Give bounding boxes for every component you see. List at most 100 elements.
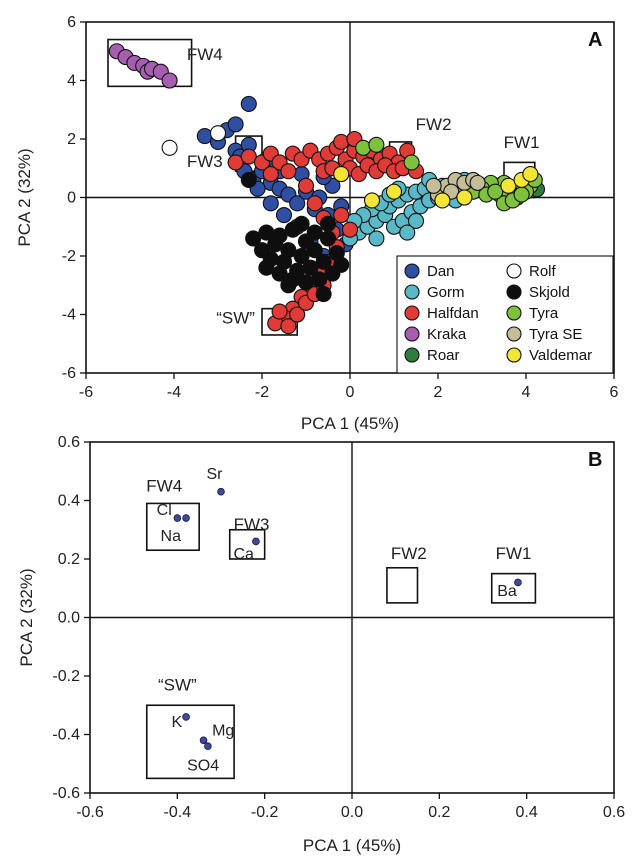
legend-label-gorm: Gorm [427, 284, 465, 301]
legend-label-tyra-se: Tyra SE [529, 326, 582, 343]
x-tick-label: 0.6 [603, 804, 625, 821]
legend-swatch-roar [404, 347, 420, 363]
x-tick-label: -0.2 [251, 804, 279, 821]
point-valdemar [500, 177, 517, 194]
point-valdemar [363, 192, 381, 209]
legend-box [396, 255, 614, 374]
panel-a-ylabel: PCA 2 (32%) [15, 148, 34, 246]
point-skjold [315, 253, 332, 270]
y-tick-label: -2 [62, 248, 76, 265]
point-dan [262, 195, 279, 212]
point-skjold [311, 271, 328, 288]
x-tick-label: -2 [255, 384, 269, 401]
legend-label-rolf: Rolf [529, 263, 557, 280]
point-skjold [306, 224, 323, 241]
point-skjold [258, 259, 275, 276]
loading-label-na: Na [161, 528, 182, 545]
point-halfdan [341, 221, 359, 238]
panel-a-legend: Dan Gorm Halfdan Kraka Roar Rolf Skjold Tyra Tyr… [396, 255, 614, 374]
point-tyra-se [469, 174, 486, 191]
x-tick-label: -6 [79, 384, 93, 401]
point-halfdan [333, 133, 350, 150]
legend-label-halfdan: Halfdan [427, 305, 479, 322]
loading-point-na [182, 514, 190, 522]
point-halfdan [271, 303, 288, 320]
loading-point-so4 [204, 742, 212, 750]
point-halfdan [297, 177, 315, 194]
point-gorm [399, 224, 416, 241]
loading-point-k [182, 713, 190, 721]
annotation-label-fw2: FW2 [391, 544, 427, 563]
point-skjold [245, 230, 262, 247]
legend-label-valdemar: Valdemar [529, 347, 592, 364]
point-skjold [315, 285, 332, 303]
annotation-box-sw [145, 704, 235, 780]
legend-swatch-dan [404, 263, 420, 279]
annotation-label-fw3: FW3 [187, 152, 223, 171]
point-halfdan [333, 207, 350, 224]
point-skjold [319, 215, 337, 232]
point-skjold [306, 242, 323, 259]
point-valdemar [434, 192, 451, 209]
point-skjold [297, 274, 315, 291]
panel-b: -0.6 -0.4 -0.2 0.0 0.2 0.4 0.6 -0.6 -0.4 -0.2 0.0 0… [17, 434, 625, 855]
point-valdemar [522, 166, 539, 183]
y-tick-label: 6 [67, 14, 76, 31]
point-skjold [240, 171, 257, 188]
panel-a-letter: A [588, 29, 602, 51]
annotation-label-fw4: FW4 [187, 45, 223, 64]
panel-b-letter: B [588, 449, 602, 471]
legend-swatch-valdemar [506, 347, 522, 363]
annotation-label-fw2: FW2 [416, 115, 452, 134]
point-dan [275, 207, 293, 224]
loading-label-sr: Sr [206, 466, 223, 483]
x-tick-label: 0 [346, 384, 355, 401]
x-tick-label: -0.4 [164, 804, 192, 821]
x-tick-label: 0.4 [516, 804, 538, 821]
point-valdemar [456, 189, 473, 206]
loading-label-ca: Ca [233, 546, 254, 563]
panel-b-xlabel: PCA 1 (45%) [303, 836, 401, 855]
point-tyra [513, 186, 530, 203]
loading-label-ba: Ba [497, 583, 517, 600]
point-halfdan [262, 166, 279, 183]
x-tick-label: -4 [167, 384, 181, 401]
y-tick-label: 0.4 [58, 493, 80, 510]
point-halfdan [227, 154, 244, 171]
loading-point-ba [514, 578, 522, 587]
panel-a: -6 -4 -2 0 2 4 6 -6 -4 -2 0 2 4 6 FW1 FW2 FW3 FW4 “SW” Da… [15, 14, 619, 433]
annotation-box-fw4 [107, 38, 193, 88]
point-tyra [487, 183, 504, 200]
x-tick-label: 0.2 [428, 804, 450, 821]
point-rolf [209, 125, 227, 142]
annotation-label-fw4: FW4 [146, 477, 182, 496]
point-kraka [161, 72, 178, 89]
annotation-label-fw1: FW1 [504, 133, 540, 152]
point-skjold [333, 256, 350, 273]
x-tick-label: 0.0 [341, 804, 363, 821]
point-skjold [267, 236, 284, 253]
annotation-label-sw: “SW” [216, 308, 255, 327]
panel-a-ticks: -6 -4 -2 0 2 4 6 -6 -4 -2 0 2 4 6 [62, 14, 619, 401]
loading-point-cl [173, 514, 182, 522]
point-valdemar [333, 166, 350, 183]
point-halfdan [306, 195, 323, 212]
point-halfdan [289, 306, 306, 323]
annotation-label-sw: “SW” [158, 676, 197, 695]
y-tick-label: 0.6 [58, 434, 80, 451]
point-halfdan [280, 318, 297, 335]
y-tick-label: 4 [67, 73, 76, 90]
y-tick-label: -4 [62, 307, 76, 324]
annotation-box-fw3 [228, 528, 266, 560]
point-skjold [293, 247, 310, 265]
point-dan [289, 195, 306, 212]
loading-label-so4: SO4 [187, 757, 219, 774]
loading-point-mg [199, 736, 208, 745]
annotation-box-fw4 [145, 502, 200, 552]
legend-swatch-skjold [506, 284, 522, 300]
x-tick-label: 4 [522, 384, 531, 401]
panel-a-xlabel: PCA 1 (45%) [301, 414, 399, 433]
legend-swatch-gorm [404, 284, 420, 300]
point-gorm [407, 212, 425, 229]
